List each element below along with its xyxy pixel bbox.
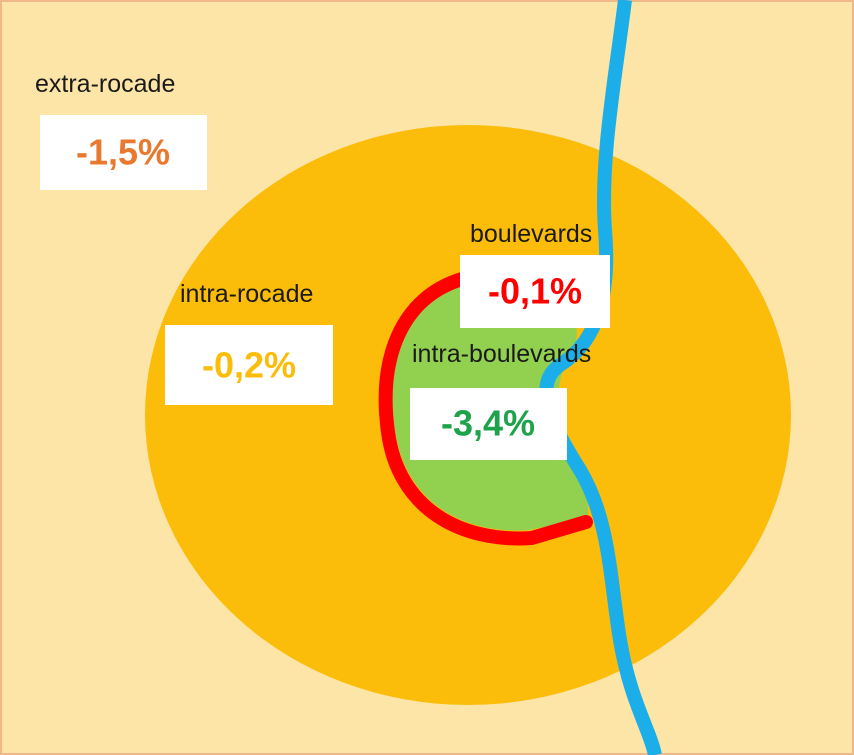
value-box	[40, 115, 207, 190]
zone-value: -0,2%	[202, 345, 296, 386]
zone-label: intra-rocade	[180, 280, 313, 308]
zone-label: boulevards	[470, 220, 592, 248]
zone-value: -0,1%	[488, 271, 582, 312]
value-box	[165, 325, 333, 405]
value-box	[460, 255, 610, 328]
boulevards-ring	[378, 272, 593, 546]
zone-label: intra-boulevards	[412, 340, 591, 368]
zone-label: extra-rocade	[35, 70, 175, 98]
zone-value: -1,5%	[76, 132, 170, 173]
value-box	[410, 388, 567, 460]
zone-value: -3,4%	[441, 403, 535, 444]
